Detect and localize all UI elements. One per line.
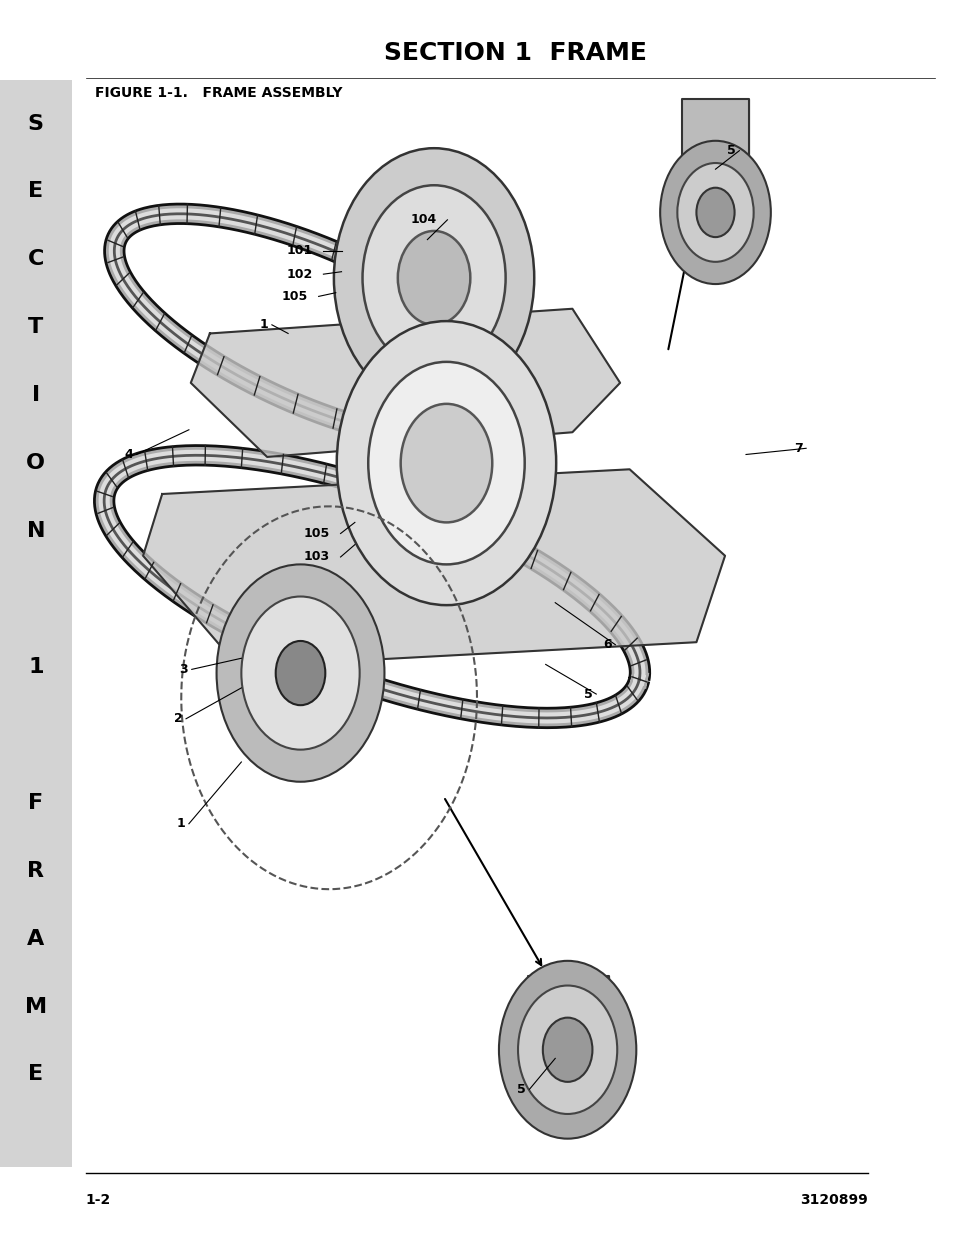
Text: 6: 6 <box>602 638 611 651</box>
Text: 102: 102 <box>286 268 313 280</box>
Circle shape <box>677 163 753 262</box>
Text: 105: 105 <box>303 527 330 540</box>
Circle shape <box>659 141 770 284</box>
Polygon shape <box>191 309 619 457</box>
Circle shape <box>517 986 617 1114</box>
Polygon shape <box>681 99 748 167</box>
Text: 5: 5 <box>517 1083 525 1095</box>
Text: T: T <box>29 317 43 337</box>
Text: I: I <box>31 385 40 405</box>
Text: 101: 101 <box>286 245 313 257</box>
Polygon shape <box>143 469 724 667</box>
Text: 5: 5 <box>583 688 592 700</box>
Text: E: E <box>29 182 43 201</box>
Text: 3120899: 3120899 <box>800 1193 867 1208</box>
Text: 7: 7 <box>793 442 801 454</box>
Text: F: F <box>29 793 43 813</box>
Polygon shape <box>527 976 608 1037</box>
Circle shape <box>368 362 524 564</box>
Circle shape <box>542 1018 592 1082</box>
Text: 1: 1 <box>176 818 185 830</box>
Text: C: C <box>28 249 44 269</box>
Circle shape <box>397 231 470 325</box>
Text: 1: 1 <box>28 657 44 677</box>
Text: SECTION 1  FRAME: SECTION 1 FRAME <box>383 41 646 65</box>
Text: S: S <box>28 114 44 133</box>
Circle shape <box>216 564 384 782</box>
Circle shape <box>241 597 359 750</box>
Circle shape <box>696 188 734 237</box>
Text: 1: 1 <box>259 319 268 331</box>
Circle shape <box>362 185 505 370</box>
Bar <box>0 80 71 1167</box>
Text: N: N <box>27 521 45 541</box>
Text: 105: 105 <box>281 290 308 303</box>
Text: 103: 103 <box>303 551 329 563</box>
Text: 2: 2 <box>173 713 182 725</box>
Circle shape <box>498 961 636 1139</box>
Text: M: M <box>25 997 47 1016</box>
Text: 3: 3 <box>179 663 188 676</box>
Text: 4: 4 <box>124 448 132 461</box>
Circle shape <box>275 641 325 705</box>
Text: R: R <box>28 861 44 881</box>
Text: O: O <box>27 453 45 473</box>
Text: 1-2: 1-2 <box>86 1193 111 1208</box>
Text: E: E <box>29 1065 43 1084</box>
Text: 104: 104 <box>410 214 436 226</box>
Circle shape <box>334 148 534 408</box>
Circle shape <box>336 321 556 605</box>
Circle shape <box>400 404 492 522</box>
Text: A: A <box>27 929 45 948</box>
Text: FIGURE 1-1.   FRAME ASSEMBLY: FIGURE 1-1. FRAME ASSEMBLY <box>95 85 342 100</box>
Text: 5: 5 <box>726 144 735 157</box>
